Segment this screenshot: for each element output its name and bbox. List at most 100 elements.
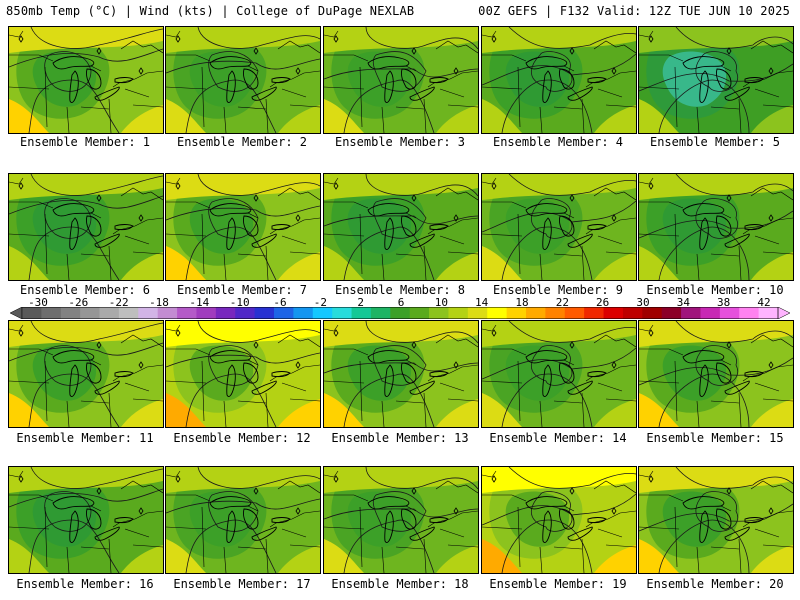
great-lake-outline <box>251 526 277 541</box>
political-boundary <box>324 201 478 235</box>
colorbar-tick-label: 22 <box>555 296 569 309</box>
isotherm-contour <box>508 467 636 489</box>
great-lake-outline <box>251 86 277 101</box>
city-marker-icon <box>611 507 617 515</box>
political-boundary <box>482 470 636 494</box>
warm-sw-fill <box>9 246 49 280</box>
temperature-field <box>639 467 793 573</box>
isotherm-contour <box>501 79 593 133</box>
north-temp-fill <box>324 174 478 200</box>
great-lake-outline <box>271 371 291 377</box>
isotherm-contour <box>166 352 320 368</box>
temperature-field <box>9 467 163 573</box>
temperature-field <box>166 467 320 573</box>
colorbar-segment <box>351 307 372 319</box>
great-lake-outline <box>94 526 120 541</box>
colorbar-segment <box>564 307 585 319</box>
warm-se-fill <box>594 545 636 573</box>
colorbar-tick-label: 6 <box>397 296 405 309</box>
colorbar-segment <box>642 307 663 319</box>
temperature-field <box>639 174 793 280</box>
great-lake-outline <box>271 77 291 83</box>
warm-se-fill <box>278 252 320 280</box>
great-lake-outline <box>744 517 764 523</box>
great-lake-outline <box>94 233 120 248</box>
great-lake-outline <box>114 224 134 230</box>
political-boundary <box>9 177 163 201</box>
cold-center-fill <box>662 51 727 107</box>
political-boundary <box>324 30 478 54</box>
warm-sw-fill <box>9 393 49 427</box>
city-marker-icon <box>611 67 617 75</box>
isotherm-contour <box>501 519 593 573</box>
political-boundary <box>166 494 320 528</box>
isotherm-contour <box>28 373 120 427</box>
colorbar-segment <box>215 307 236 319</box>
great-lake-outline <box>559 362 575 384</box>
temperature-field <box>9 321 163 427</box>
temperature-field <box>639 321 793 427</box>
colorbar-segment <box>235 307 256 319</box>
isotherm-contour <box>30 174 163 196</box>
city-marker-icon <box>253 194 259 202</box>
great-lake-outline <box>542 217 552 251</box>
great-lake-outline <box>226 70 236 104</box>
political-boundary <box>9 506 163 573</box>
warm-sw-fill <box>482 539 522 573</box>
political-boundary <box>639 348 793 382</box>
warm-sw-fill <box>482 246 522 280</box>
political-boundary <box>166 213 320 280</box>
great-lake-outline <box>716 215 732 237</box>
political-boundary <box>9 470 163 494</box>
isotherm-contour <box>208 51 259 92</box>
colorbar-segment <box>390 307 411 319</box>
city-marker-icon <box>333 35 339 43</box>
political-boundary <box>9 30 163 54</box>
great-lake-outline <box>559 68 575 90</box>
cold-center-fill <box>662 345 727 401</box>
city-marker-icon <box>175 182 181 190</box>
north-temp-fill <box>482 467 636 493</box>
city-marker-icon <box>611 214 617 222</box>
political-boundary <box>482 213 636 280</box>
colorbar-segment <box>448 307 469 319</box>
isotherm-contour <box>365 467 478 490</box>
isotherm-contour <box>197 321 320 343</box>
warm-sw-fill <box>324 99 364 133</box>
isotherm-contour <box>343 373 435 427</box>
great-lake-outline <box>384 217 394 251</box>
warm-se-fill <box>121 252 163 280</box>
great-lake-outline <box>587 371 607 377</box>
great-lake-outline <box>384 510 394 544</box>
ensemble-member-label: Ensemble Member: 5 <box>649 135 781 149</box>
great-lake-outline <box>401 215 417 237</box>
north-temp-fill <box>482 27 636 53</box>
city-marker-icon <box>569 341 575 349</box>
political-boundary <box>324 213 478 280</box>
temperature-field <box>9 174 163 280</box>
isotherm-contour <box>30 321 163 343</box>
political-boundary <box>639 324 793 348</box>
warm-se-fill <box>594 399 636 427</box>
temperature-field <box>639 27 793 133</box>
colorbar-outline <box>21 307 779 319</box>
city-marker-icon <box>411 487 417 495</box>
great-lake-outline <box>69 364 79 398</box>
colorbar-segment <box>409 307 430 319</box>
temperature-field <box>482 27 636 133</box>
political-boundary <box>324 54 478 88</box>
political-boundary <box>166 177 320 201</box>
isotherm-contour <box>695 51 739 92</box>
cold-center-fill <box>189 51 254 107</box>
isotherm-contour <box>508 321 636 343</box>
ensemble-member-map <box>8 26 164 134</box>
isotherm-contour <box>508 27 636 49</box>
city-marker-icon <box>295 67 301 75</box>
political-boundary <box>639 360 793 427</box>
city-marker-icon <box>333 329 339 337</box>
ensemble-member-map <box>8 466 164 574</box>
city-marker-icon <box>18 329 24 337</box>
political-boundary <box>324 348 478 382</box>
political-boundary <box>482 494 636 528</box>
colorbar-segment <box>274 307 294 319</box>
